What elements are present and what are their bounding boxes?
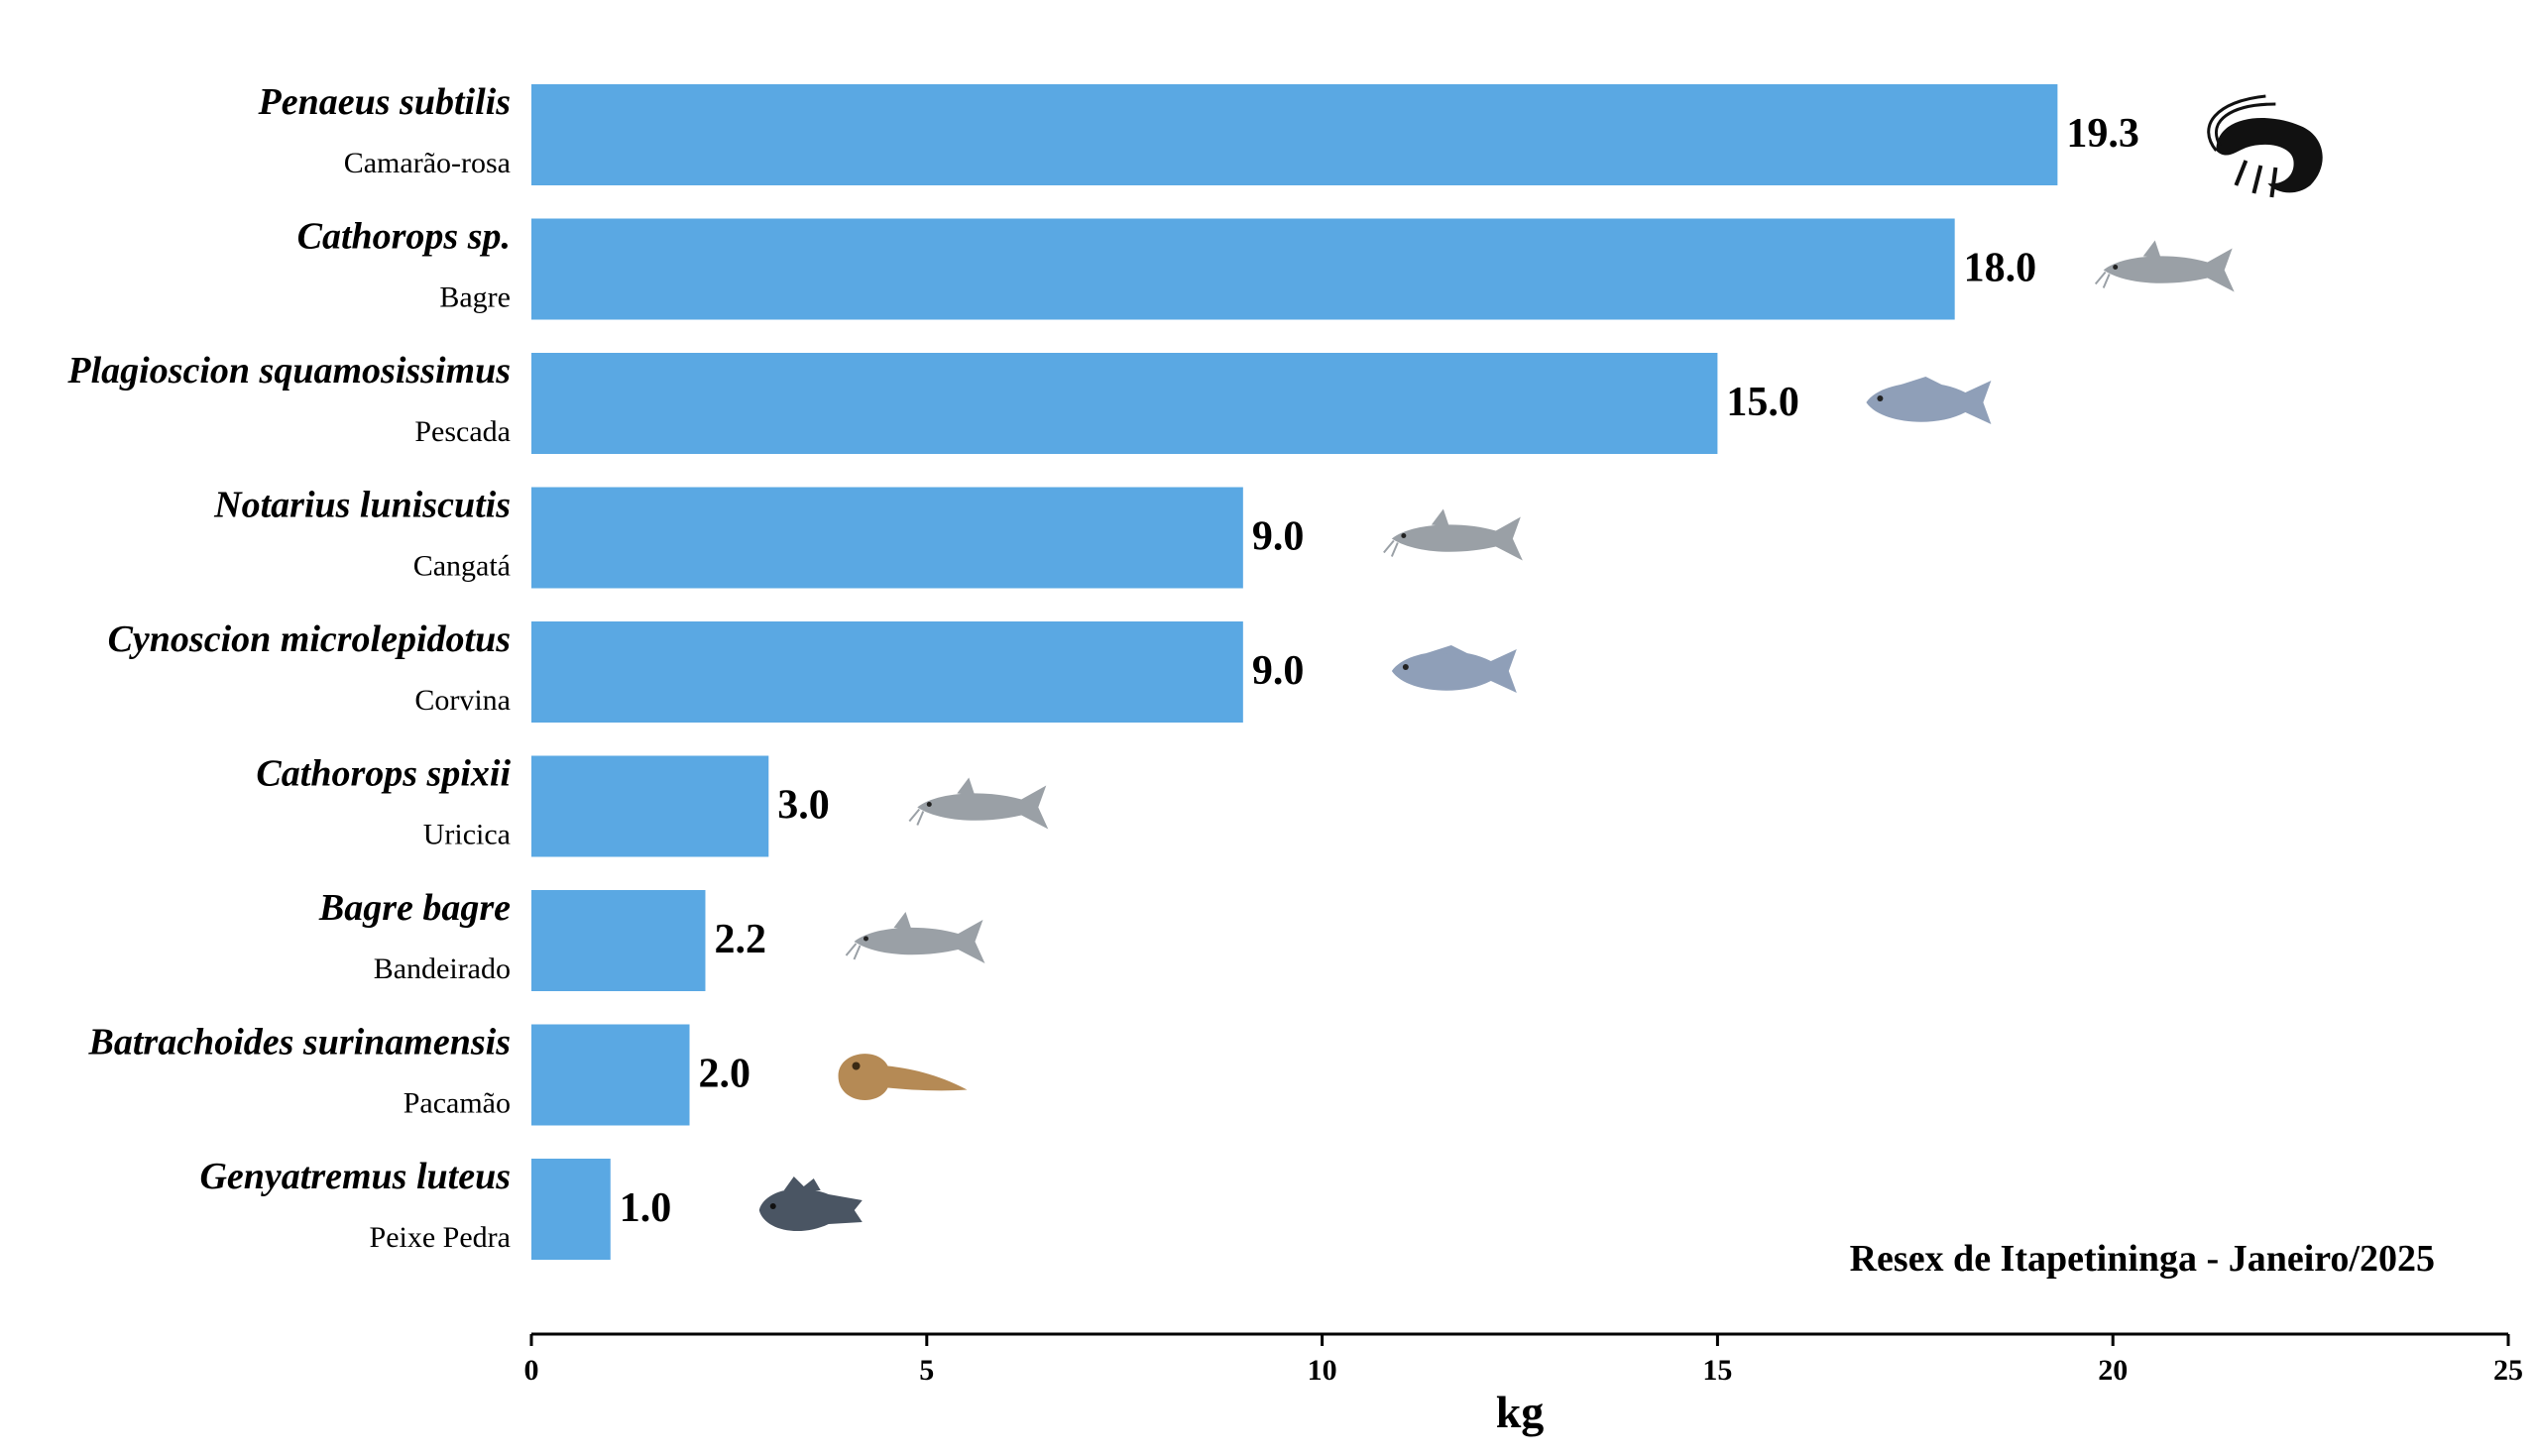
category-scientific-name: Cathorops sp. <box>297 216 511 258</box>
value-label: 9.0 <box>1252 648 1305 694</box>
bars-layer <box>531 84 2058 1260</box>
category-common-name: Corvina <box>414 684 511 717</box>
category-common-name: Pacamão <box>404 1087 511 1120</box>
category-scientific-name: Notarius luniscutis <box>213 485 511 526</box>
value-label: 18.0 <box>1964 246 2037 291</box>
category-scientific-name: Bagre bagre <box>318 887 511 929</box>
catfish-icon <box>908 777 1049 830</box>
category-common-name: Cangatá <box>413 550 511 583</box>
grunt-icon <box>758 1176 863 1232</box>
value-label: 2.0 <box>699 1052 751 1097</box>
x-tick-label: 15 <box>1702 1354 1732 1387</box>
category-common-name: Uricica <box>423 819 511 851</box>
bar <box>531 890 706 991</box>
x-tick-label: 0 <box>524 1354 539 1387</box>
bar <box>531 1159 611 1260</box>
category-scientific-name: Cathorops spixii <box>256 753 511 795</box>
category-common-name: Camarão-rosa <box>344 147 511 179</box>
category-scientific-name: Penaeus subtilis <box>258 81 511 123</box>
category-scientific-name: Plagioscion squamosissimus <box>66 350 511 392</box>
category-scientific-name: Batrachoides surinamensis <box>88 1022 512 1064</box>
bar <box>531 755 769 857</box>
x-tick-label: 25 <box>2493 1354 2523 1387</box>
value-label: 9.0 <box>1252 514 1305 560</box>
toadfish-icon <box>838 1054 968 1100</box>
bar <box>531 621 1243 723</box>
value-label: 1.0 <box>620 1185 672 1231</box>
value-label: 2.2 <box>714 917 766 962</box>
x-tick-label: 10 <box>1308 1354 1337 1387</box>
bar <box>531 353 1718 454</box>
category-scientific-name: Cynoscion microlepidotus <box>108 618 511 660</box>
x-axis: 0 5 10 15 20 25 <box>524 1332 2523 1387</box>
bar <box>531 487 1243 589</box>
chart-annotation: Resex de Itapetininga - Janeiro/2025 <box>1850 1238 2435 1280</box>
catfish-icon <box>845 912 985 963</box>
croaker-icon <box>1391 645 1517 693</box>
value-label: 19.3 <box>2066 111 2139 157</box>
x-axis-title: kg <box>1496 1387 1545 1437</box>
croaker-icon <box>1866 377 1992 424</box>
category-common-name: Peixe Pedra <box>370 1221 511 1254</box>
x-tick-label: 5 <box>919 1354 934 1387</box>
category-labels: Penaeus subtilis Camarão-rosa Cathorops sp… <box>66 81 511 1254</box>
value-label: 15.0 <box>1726 380 1799 425</box>
bar <box>531 1024 690 1126</box>
bar <box>531 84 2058 185</box>
category-common-name: Bagre <box>439 281 511 314</box>
category-scientific-name: Genyatremus luteus <box>199 1156 511 1197</box>
bar <box>531 218 1955 320</box>
value-label: 3.0 <box>777 783 830 829</box>
catfish-icon <box>2094 240 2235 292</box>
category-common-name: Pescada <box>414 415 511 448</box>
catfish-icon <box>1383 508 1523 561</box>
x-tick-label: 20 <box>2098 1354 2128 1387</box>
shrimp-icon <box>2207 94 2323 198</box>
value-labels: 19.3 18.0 15.0 9.0 9.0 3.0 2.2 2.0 1.0 <box>620 111 2139 1231</box>
category-common-name: Bandeirado <box>374 952 511 985</box>
species-icons <box>758 94 2323 1232</box>
